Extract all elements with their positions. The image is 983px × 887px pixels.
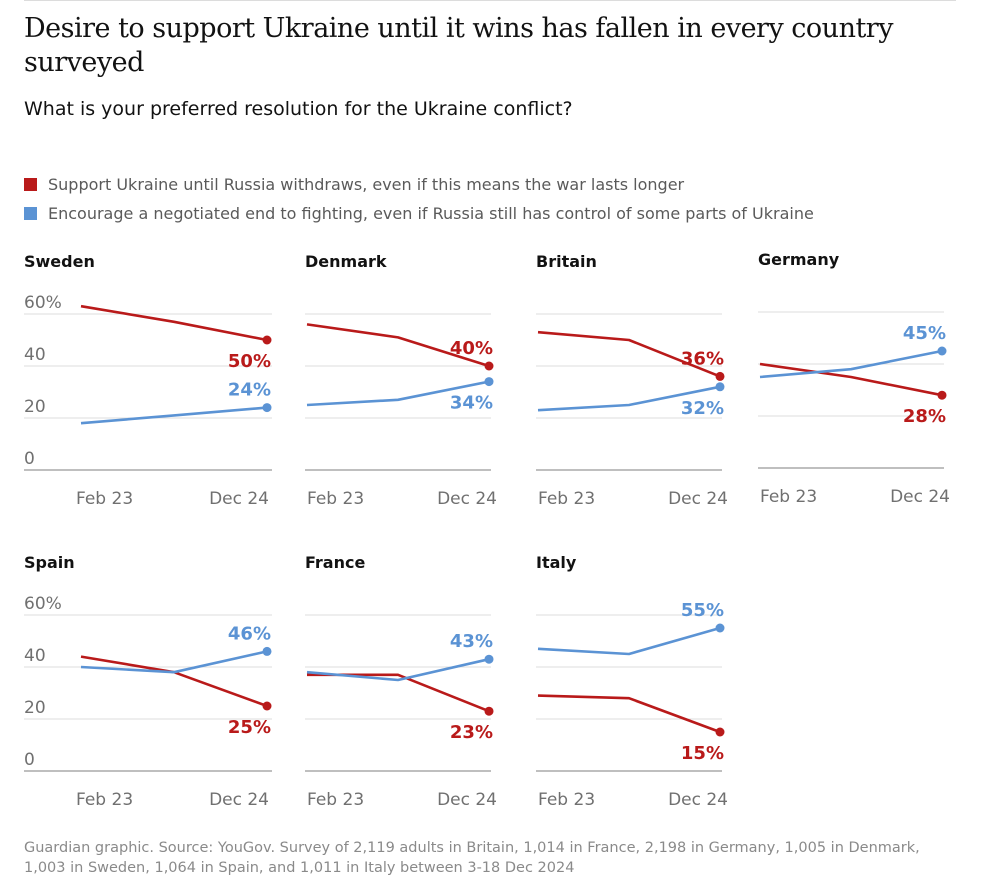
series-end-point — [715, 371, 725, 381]
x-tick-label: Dec 24 — [668, 489, 728, 509]
data-label: 50% — [228, 351, 271, 372]
series-end-point — [262, 701, 272, 711]
series-line — [80, 406, 268, 425]
panel-germany: Germany Feb 23 Dec 24 28% 45% — [758, 250, 983, 530]
series-line — [306, 380, 490, 407]
panel-title: Britain — [536, 252, 597, 271]
source-note: Guardian graphic. Source: YouGov. Survey… — [24, 840, 920, 876]
chart-germany: Feb 23 Dec 24 28% 45% — [758, 311, 950, 507]
data-label: 46% — [228, 623, 271, 644]
data-label: 32% — [681, 398, 724, 419]
panel-france: France Feb 23 Dec 24 23% 43% — [305, 553, 545, 833]
data-label: 34% — [450, 393, 493, 414]
panel-sweden: Sweden 60% 40 20 0 Feb 23 Dec 24 50% 24% — [24, 252, 272, 532]
y-tick-label: 0 — [24, 449, 35, 469]
data-label: 15% — [681, 743, 724, 764]
panel-denmark: Denmark Feb 23 Dec 24 40% 34% — [305, 252, 545, 532]
x-tick-label: Feb 23 — [760, 487, 817, 507]
series-end-point — [937, 390, 947, 400]
data-label: 24% — [228, 380, 271, 401]
chart-denmark: Feb 23 Dec 24 40% 34% — [305, 313, 497, 509]
x-tick-label: Feb 23 — [76, 489, 133, 509]
y-tick-label: 40 — [24, 646, 46, 666]
series-end-point — [484, 361, 494, 371]
panel-title: Spain — [24, 553, 75, 572]
chart-sweden: 60% 40 20 0 Feb 23 Dec 24 50% 24% — [24, 293, 272, 509]
x-tick-label: Dec 24 — [209, 489, 269, 509]
panel-italy: Italy Feb 23 Dec 24 15% 55% — [536, 553, 776, 833]
x-tick-label: Dec 24 — [209, 790, 269, 810]
data-label: 55% — [681, 600, 724, 621]
panel-title: Germany — [758, 250, 840, 269]
panel-spain: Spain 60% 40 20 0 Feb 23 Dec 24 25% 46% — [24, 553, 272, 833]
chart-italy: Feb 23 Dec 24 15% 55% — [536, 600, 728, 810]
panel-title: Italy — [536, 553, 577, 572]
series-line — [759, 362, 943, 397]
y-tick-label: 60% — [24, 594, 62, 614]
series-end-point — [484, 377, 494, 387]
x-tick-label: Feb 23 — [307, 790, 364, 810]
series-line — [80, 650, 268, 674]
series-line — [759, 349, 943, 379]
x-tick-label: Dec 24 — [437, 489, 497, 509]
chart-britain: Feb 23 Dec 24 36% 32% — [536, 313, 728, 509]
x-tick-label: Feb 23 — [538, 489, 595, 509]
panel-title: Sweden — [24, 252, 95, 271]
x-tick-label: Feb 23 — [307, 489, 364, 509]
chart-france: Feb 23 Dec 24 23% 43% — [305, 614, 497, 810]
legend-swatch-negotiate — [24, 207, 37, 220]
series-line — [306, 323, 490, 368]
series-end-point — [715, 623, 725, 633]
series-end-point — [937, 346, 947, 356]
series-end-point — [262, 403, 272, 413]
legend-item-support: Support Ukraine until Russia withdraws, … — [24, 170, 954, 199]
legend-label-support: Support Ukraine until Russia withdraws, … — [48, 175, 685, 194]
data-label: 36% — [681, 348, 724, 369]
series-line — [306, 657, 490, 682]
series-end-point — [715, 382, 725, 392]
series-end-point — [484, 706, 494, 716]
panel-title: France — [305, 553, 366, 572]
legend-label-negotiate: Encourage a negotiated end to fighting, … — [48, 204, 814, 223]
series-line — [537, 694, 721, 734]
top-rule — [24, 0, 956, 1]
y-tick-label: 60% — [24, 293, 62, 313]
data-label: 28% — [903, 406, 946, 427]
series-end-point — [715, 727, 725, 737]
series-end-point — [262, 335, 272, 345]
chart-subtitle: What is your preferred resolution for th… — [24, 98, 573, 120]
data-label: 23% — [450, 722, 493, 743]
y-tick-label: 20 — [24, 397, 46, 417]
data-label: 45% — [903, 323, 946, 344]
legend: Support Ukraine until Russia withdraws, … — [24, 170, 954, 228]
chart-spain: 60% 40 20 0 Feb 23 Dec 24 25% 46% — [24, 594, 272, 810]
y-tick-label: 0 — [24, 750, 35, 770]
y-tick-label: 20 — [24, 698, 46, 718]
series-end-point — [262, 646, 272, 656]
chart-title: Desire to support Ukraine until it wins … — [24, 13, 893, 78]
y-tick-label: 40 — [24, 345, 46, 365]
series-line — [537, 385, 721, 412]
series-line — [80, 304, 268, 342]
series-line — [537, 330, 721, 378]
x-tick-label: Feb 23 — [538, 790, 595, 810]
x-tick-label: Dec 24 — [668, 790, 728, 810]
panel-title: Denmark — [305, 252, 387, 271]
legend-swatch-support — [24, 178, 37, 191]
data-label: 40% — [450, 338, 493, 359]
x-tick-label: Dec 24 — [437, 790, 497, 810]
x-tick-label: Dec 24 — [890, 487, 950, 507]
series-end-point — [484, 654, 494, 664]
series-line — [537, 626, 721, 656]
data-label: 25% — [228, 717, 271, 738]
x-tick-label: Feb 23 — [76, 790, 133, 810]
panel-britain: Britain Feb 23 Dec 24 36% 32% — [536, 252, 776, 532]
legend-item-negotiate: Encourage a negotiated end to fighting, … — [24, 199, 954, 228]
data-label: 43% — [450, 631, 493, 652]
series-line — [80, 655, 268, 708]
